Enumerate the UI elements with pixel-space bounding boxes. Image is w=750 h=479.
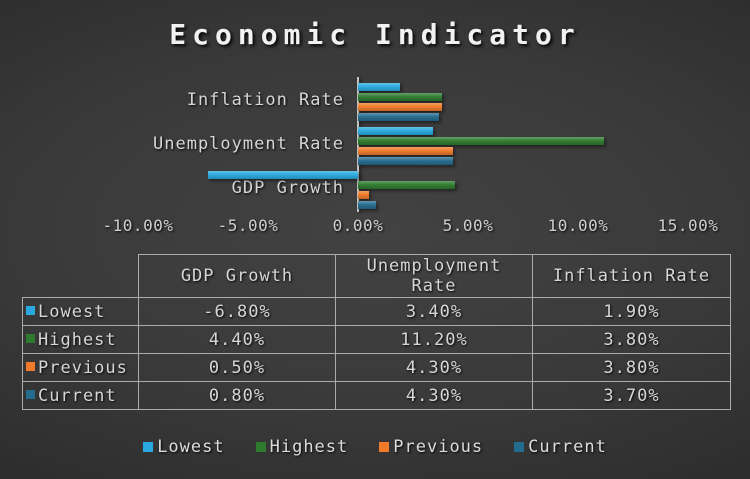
legend-item-current: Current [514, 437, 607, 457]
bar-lowest-unemployment-rate [358, 127, 433, 135]
bar-previous-inflation-rate [358, 103, 442, 111]
series-marker-icon [26, 306, 35, 315]
cell-previous-inflation-rate: 3.80% [532, 353, 731, 382]
x-tick-label-0: -10.00% [102, 216, 174, 235]
chart-title: Economic Indicator [169, 18, 581, 51]
table-corner-cell [23, 255, 139, 298]
category-axis-labels: Inflation Rate Unemployment Rate GDP Growt… [0, 0, 346, 230]
table-row-previous: Previous 0.50% 4.30% 3.80% [22, 353, 731, 382]
chart-legend: Lowest Highest Previous Current [0, 437, 750, 457]
series-marker-icon [26, 390, 35, 399]
table-row-current: Current 0.80% 4.30% 3.70% [22, 381, 731, 410]
bar-current-unemployment-rate [358, 157, 453, 165]
bar-lowest-gdp-growth [208, 171, 358, 179]
x-tick-label-3: 5.00% [442, 216, 494, 235]
bar-plot-area [138, 77, 688, 212]
legend-swatch-icon [143, 442, 154, 452]
cell-lowest-gdp-growth: -6.80% [138, 297, 336, 326]
legend-item-lowest: Lowest [143, 437, 224, 457]
table-header-row: GDP Growth Unemployment Rate Inflation Rat… [23, 254, 731, 298]
legend-item-previous: Previous [379, 437, 483, 457]
legend-swatch-icon [514, 442, 525, 452]
category-label-unemployment-rate: Unemployment Rate [153, 134, 344, 154]
bar-current-inflation-rate [358, 113, 440, 121]
legend-label: Current [528, 437, 607, 457]
cell-current-inflation-rate: 3.70% [532, 381, 731, 410]
cell-highest-inflation-rate: 3.80% [532, 325, 731, 354]
table-col-header-gdp-growth: GDP Growth [138, 254, 336, 298]
legend-swatch-icon [255, 442, 266, 452]
bar-previous-unemployment-rate [358, 147, 453, 155]
row-label-highest: Highest [22, 325, 139, 354]
x-tick-label-4: 10.00% [547, 216, 609, 235]
category-label-gdp-growth: GDP Growth [231, 178, 344, 198]
cell-current-unemployment-rate: 4.30% [335, 381, 533, 410]
bar-current-gdp-growth [358, 201, 376, 209]
cell-highest-gdp-growth: 4.40% [138, 325, 336, 354]
bar-highest-gdp-growth [358, 181, 455, 189]
bar-highest-unemployment-rate [358, 137, 605, 145]
cell-highest-unemployment-rate: 11.20% [335, 325, 533, 354]
table-row-lowest: Lowest -6.80% 3.40% 1.90% [22, 297, 731, 326]
series-marker-icon [26, 334, 35, 343]
x-tick-label-5: 15.00% [657, 216, 719, 235]
table-col-header-unemployment-rate: Unemployment Rate [335, 254, 533, 298]
data-table: GDP Growth Unemployment Rate Inflation Rat… [22, 254, 731, 410]
cell-lowest-inflation-rate: 1.90% [532, 297, 731, 326]
x-tick-label-1: -5.00% [217, 216, 279, 235]
bar-previous-gdp-growth [358, 191, 369, 199]
row-label-lowest: Lowest [22, 297, 139, 326]
table-body: Lowest -6.80% 3.40% 1.90% Highest 4.40% 11.20%… [22, 297, 731, 410]
cell-current-gdp-growth: 0.80% [138, 381, 336, 410]
table-row-highest: Highest 4.40% 11.20% 3.80% [22, 325, 731, 354]
bar-highest-inflation-rate [358, 93, 442, 101]
legend-label: Highest [269, 437, 349, 457]
x-tick-label-2: 0.00% [332, 216, 384, 235]
row-label-previous: Previous [22, 353, 139, 382]
legend-item-highest: Highest [255, 437, 349, 457]
row-label-current: Current [22, 381, 139, 410]
series-marker-icon [26, 362, 35, 371]
bar-lowest-inflation-rate [358, 83, 400, 91]
x-axis-tick-labels: -10.00% -5.00% 0.00% 5.00% 10.00% 15.00% [103, 216, 718, 236]
cell-lowest-unemployment-rate: 3.40% [335, 297, 533, 326]
legend-label: Previous [393, 437, 484, 457]
table-col-header-inflation-rate: Inflation Rate [532, 254, 731, 298]
category-label-inflation-rate: Inflation Rate [186, 90, 344, 110]
cell-previous-gdp-growth: 0.50% [138, 353, 336, 382]
legend-label: Lowest [157, 437, 225, 457]
cell-previous-unemployment-rate: 4.30% [335, 353, 533, 382]
legend-swatch-icon [379, 442, 390, 452]
